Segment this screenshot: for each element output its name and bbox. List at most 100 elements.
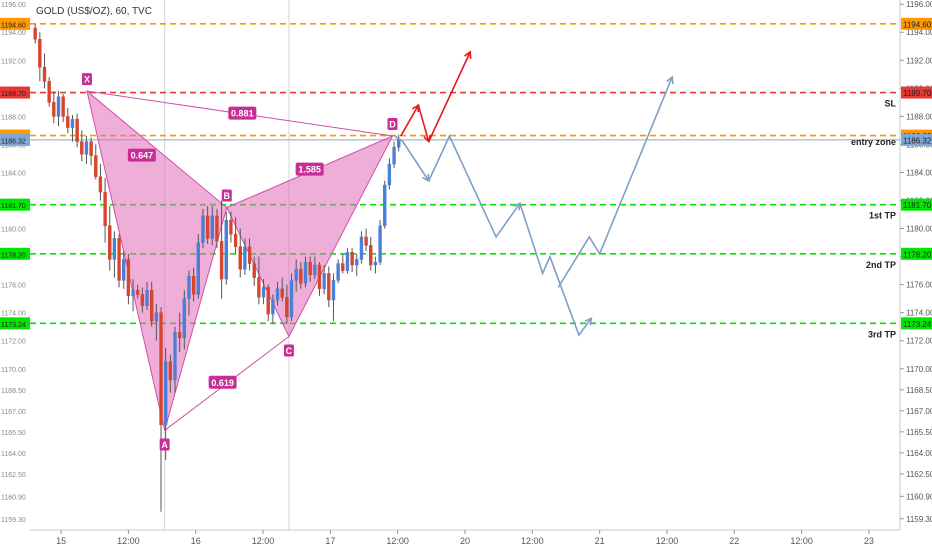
candle-up [345, 252, 350, 271]
candle-up [261, 287, 266, 298]
level-tag: SL [884, 99, 896, 109]
red-arrowhead [464, 50, 472, 59]
y-tick-label-left: 1176.00 [1, 283, 26, 290]
candle-down [266, 287, 270, 315]
blue-projection-path [394, 135, 430, 182]
level-price-tag-left [0, 198, 30, 211]
x-tick-label: 12:00 [386, 536, 409, 546]
blue-arrowhead [666, 75, 674, 85]
candle-down [108, 225, 112, 260]
candle-up [84, 141, 89, 155]
candle-up [70, 118, 75, 128]
y-tick-label-left: 1167.00 [1, 409, 26, 416]
level-price-label: 1189.70 [903, 89, 932, 98]
x-tick-label: 12:00 [117, 536, 140, 546]
candle-up [131, 289, 135, 297]
y-tick-label: 1167.00 [906, 407, 932, 416]
symbol-title: GOLD (US$/OZ), 60, TVC [36, 6, 152, 17]
candle-down [238, 246, 242, 270]
level-price-tag [901, 17, 932, 30]
price-axis-panel [900, 0, 932, 550]
candle-down [299, 268, 303, 284]
level-tag: 1st TP [869, 211, 896, 221]
candle-up [210, 215, 214, 239]
candle-up [154, 312, 159, 322]
x-tick-label: 16 [191, 536, 201, 546]
candle-down [308, 261, 312, 276]
x-tick-label: 21 [595, 536, 605, 546]
candle-up [145, 289, 149, 306]
pattern-point-label: D [389, 120, 396, 130]
candle-up [392, 146, 396, 165]
level-tag: 2nd TP [866, 260, 896, 270]
candle-up [173, 332, 177, 381]
candle-up [196, 242, 200, 295]
y-tick-label-left: 1180.00 [1, 227, 26, 234]
pattern-point-label: A [161, 440, 168, 450]
y-tick-label-left: 1194.00 [1, 30, 26, 37]
candle-up [224, 219, 228, 280]
y-tick-label: 1180.00 [906, 225, 932, 234]
pattern-point-badge [159, 438, 170, 451]
blue-arrowhead [584, 316, 593, 326]
x-tick-label: 22 [729, 536, 739, 546]
pattern-xab-triangle [86, 89, 228, 431]
level-tag: entry zone [851, 137, 896, 147]
y-tick-label: 1172.00 [906, 337, 932, 346]
candle-up [303, 261, 308, 284]
y-tick-label: 1176.00 [906, 281, 932, 290]
level-price-label-left: 1189.70 [1, 91, 26, 98]
candle-up [373, 261, 378, 266]
level-price-tag [901, 198, 932, 211]
candle-down [215, 215, 219, 242]
level-price-tag [901, 317, 932, 330]
level-price-label-left: 1178.20 [1, 252, 26, 259]
x-tick-label: 15 [56, 536, 66, 546]
level-price-label: 1178.20 [903, 250, 932, 259]
candle-up [331, 280, 336, 301]
candle-down [257, 277, 261, 298]
level-tag: 3rd TP [868, 329, 896, 339]
candle-down [280, 288, 284, 298]
y-tick-label-left: 1165.50 [1, 430, 26, 437]
y-tick-label-left: 1170.00 [1, 367, 26, 374]
pattern-point-label: C [286, 346, 293, 356]
level-price-tag-left [0, 86, 30, 99]
candle-down [177, 332, 182, 339]
candle-down [136, 289, 140, 295]
candle-up [322, 273, 326, 290]
pattern-point-badge [387, 118, 398, 131]
candle-up [271, 299, 275, 315]
y-tick-label: 1184.00 [906, 168, 932, 177]
candle-up [243, 246, 247, 270]
candle-up [182, 298, 187, 339]
red-projection-leg [428, 51, 471, 142]
y-tick-label: 1194.00 [906, 28, 932, 37]
candle-down [80, 141, 84, 155]
red-projection-leg [400, 104, 420, 137]
y-tick-label: 1170.00 [906, 365, 932, 374]
y-tick-label-left: 1192.00 [1, 58, 26, 65]
x-tick-label: 20 [460, 536, 470, 546]
red-projection-leg [417, 104, 430, 142]
y-tick-label: 1164.00 [906, 449, 932, 458]
candle-up [122, 259, 126, 281]
y-tick-label-left: 1168.50 [1, 388, 26, 395]
fib-ratio-badge [228, 106, 257, 120]
red-arrowhead [423, 134, 432, 144]
candle-down [317, 264, 322, 290]
level-price-tag [901, 86, 932, 99]
y-tick-label: 1159.30 [906, 515, 932, 524]
pattern-point-badge [81, 73, 92, 86]
pattern-point-label: X [84, 75, 90, 85]
level-price-label-left: 1173.24 [1, 322, 26, 329]
candle-down [205, 215, 210, 239]
candle-down [98, 176, 103, 193]
x-tick-label: 23 [864, 536, 874, 546]
candle-down [150, 289, 154, 322]
fib-ratio-badge [208, 375, 237, 389]
x-tick-label: 12:00 [252, 536, 275, 546]
level-price-tag-left [0, 133, 30, 146]
